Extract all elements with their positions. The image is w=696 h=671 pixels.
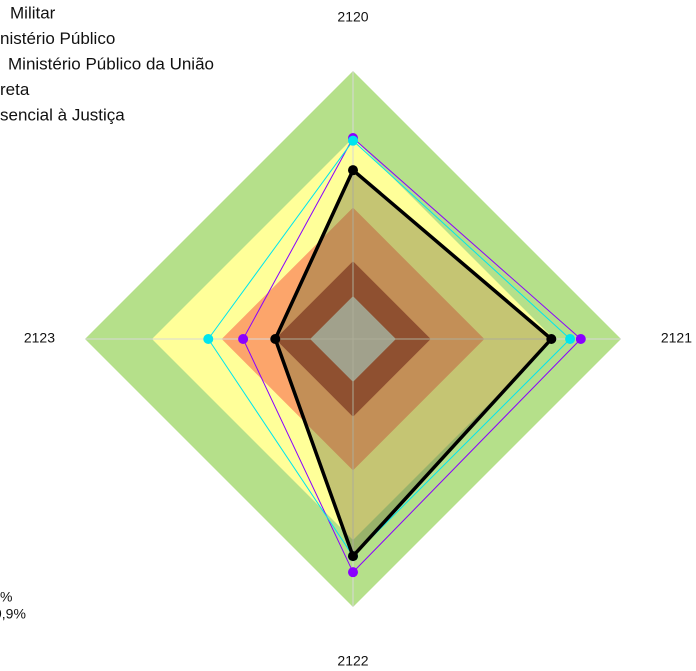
note-label: 9,9% (0, 606, 26, 622)
legend-label: reta (0, 80, 30, 99)
legend-label: nistério Público (0, 29, 115, 48)
legend-label: sencial à Justiça (0, 105, 125, 124)
series-point (546, 334, 557, 344)
series-point (270, 334, 281, 344)
series-point (348, 135, 358, 146)
legend-label: Militar (10, 3, 56, 22)
axis-label: 2120 (337, 9, 368, 25)
series-point (565, 334, 576, 344)
series-point (348, 551, 358, 562)
series-point (238, 334, 249, 344)
series-point (203, 334, 214, 344)
axis-label: 2122 (337, 653, 368, 669)
note-label: % (0, 589, 12, 605)
axis-label: 2121 (661, 330, 692, 346)
series-point (575, 334, 586, 344)
axis-label: 2123 (24, 330, 55, 346)
series-point (348, 567, 358, 578)
series-point (348, 165, 358, 176)
legend-label: Ministério Público da União (8, 54, 214, 73)
